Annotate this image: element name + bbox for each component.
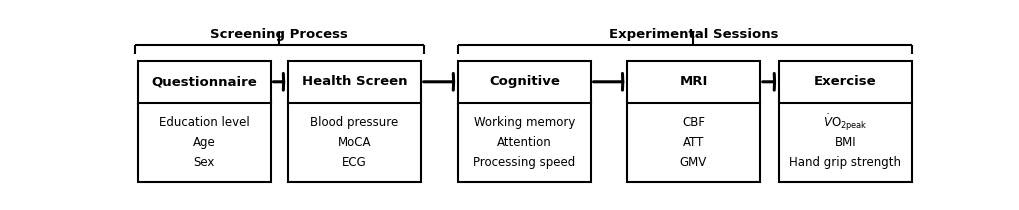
Bar — [627, 61, 759, 182]
Text: MRI: MRI — [679, 75, 707, 88]
Text: ECG: ECG — [341, 156, 367, 169]
Text: Attention: Attention — [496, 136, 551, 149]
Text: Hand grip strength: Hand grip strength — [789, 156, 901, 169]
Text: Health Screen: Health Screen — [302, 75, 407, 88]
Text: BMI: BMI — [834, 136, 855, 149]
Bar — [138, 61, 270, 182]
Text: Questionnaire: Questionnaire — [151, 75, 257, 88]
Text: Sex: Sex — [194, 156, 215, 169]
Text: Cognitive: Cognitive — [488, 75, 559, 88]
Text: Screening Process: Screening Process — [210, 28, 347, 41]
Bar — [287, 61, 421, 182]
Text: ATT: ATT — [682, 136, 703, 149]
Text: Age: Age — [193, 136, 215, 149]
Bar — [458, 61, 590, 182]
Text: Working memory: Working memory — [473, 116, 575, 129]
Text: Processing speed: Processing speed — [473, 156, 575, 169]
Text: MoCA: MoCA — [337, 136, 371, 149]
Text: CBF: CBF — [682, 116, 704, 129]
Text: Education level: Education level — [159, 116, 250, 129]
Text: $\dot{V}$O$_{\mathregular{2peak}}$: $\dot{V}$O$_{\mathregular{2peak}}$ — [822, 112, 867, 133]
Text: GMV: GMV — [680, 156, 706, 169]
Text: Experimental Sessions: Experimental Sessions — [608, 28, 777, 41]
Text: Exercise: Exercise — [813, 75, 875, 88]
Bar — [779, 61, 911, 182]
Text: Blood pressure: Blood pressure — [310, 116, 398, 129]
